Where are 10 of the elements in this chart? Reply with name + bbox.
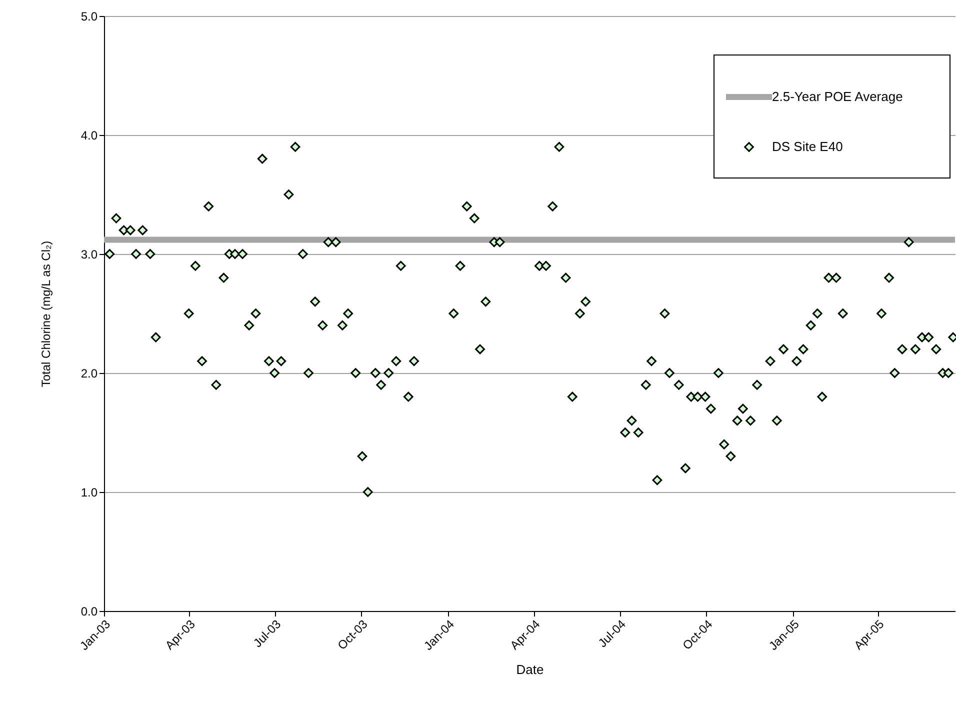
y-tick-label: 5.0 (80, 10, 98, 24)
legend-label: 2.5-Year POE Average (772, 89, 903, 104)
y-tick-label: 1.0 (80, 486, 98, 500)
y-tick-label: 2.0 (80, 366, 98, 380)
legend-label: DS Site E40 (772, 139, 843, 154)
y-axis-title: Total Chlorine (mg/L as Cl₂) (38, 240, 53, 388)
y-tick-label: 3.0 (80, 248, 98, 262)
y-tick-label: 4.0 (80, 128, 98, 142)
y-tick-label: 0.0 (80, 604, 98, 618)
x-axis-title: Date (516, 662, 544, 678)
